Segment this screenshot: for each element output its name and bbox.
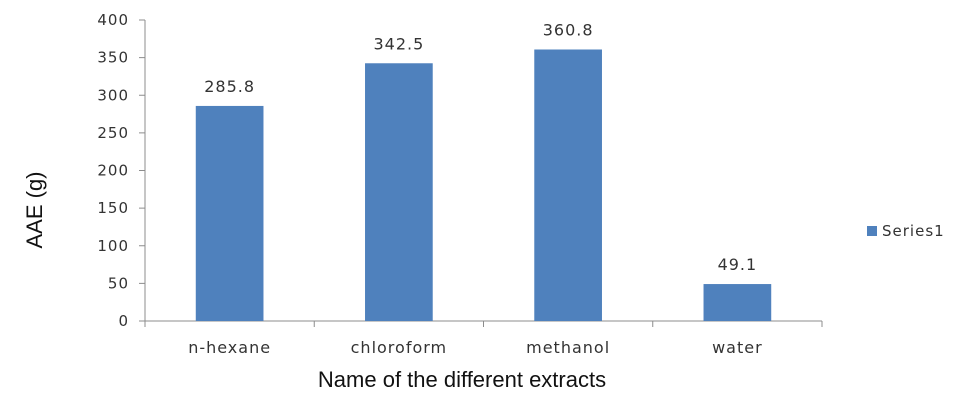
y-tick-label: 400 xyxy=(97,11,129,29)
legend-label: Series1 xyxy=(882,222,945,240)
data-label: 285.8 xyxy=(204,77,255,96)
bar xyxy=(195,105,264,321)
y-tick-label: 150 xyxy=(97,199,129,217)
bar xyxy=(703,284,772,321)
data-label: 49.1 xyxy=(718,255,758,274)
x-tick-label: chloroform xyxy=(351,338,448,357)
y-tick-label: 50 xyxy=(108,274,129,292)
y-tick-label: 350 xyxy=(97,49,129,67)
bar xyxy=(365,63,433,322)
x-axis: n-hexane chloroform methanol water xyxy=(144,320,823,357)
data-label: 360.8 xyxy=(543,20,594,39)
x-axis-title: Name of the different extracts xyxy=(318,367,606,392)
y-tick-label: 100 xyxy=(97,237,129,255)
y-tick-label: 200 xyxy=(97,162,129,180)
x-tick-label: n-hexane xyxy=(188,338,271,357)
x-tick-label: methanol xyxy=(526,338,610,357)
y-axis: 0 50 100 150 200 250 300 350 400 xyxy=(97,11,146,330)
y-tick-label: 0 xyxy=(118,312,129,330)
y-axis-title: AAE (g) xyxy=(22,171,47,248)
legend-swatch xyxy=(867,226,877,236)
data-labels: 285.8 342.5 360.8 49.1 xyxy=(204,20,758,274)
bar xyxy=(534,49,602,322)
x-tick-label: water xyxy=(712,338,763,357)
y-tick-label: 300 xyxy=(97,86,129,104)
bars xyxy=(195,49,772,322)
y-tick-label: 250 xyxy=(97,124,129,142)
legend: Series1 xyxy=(867,222,945,240)
data-label: 342.5 xyxy=(373,34,424,53)
